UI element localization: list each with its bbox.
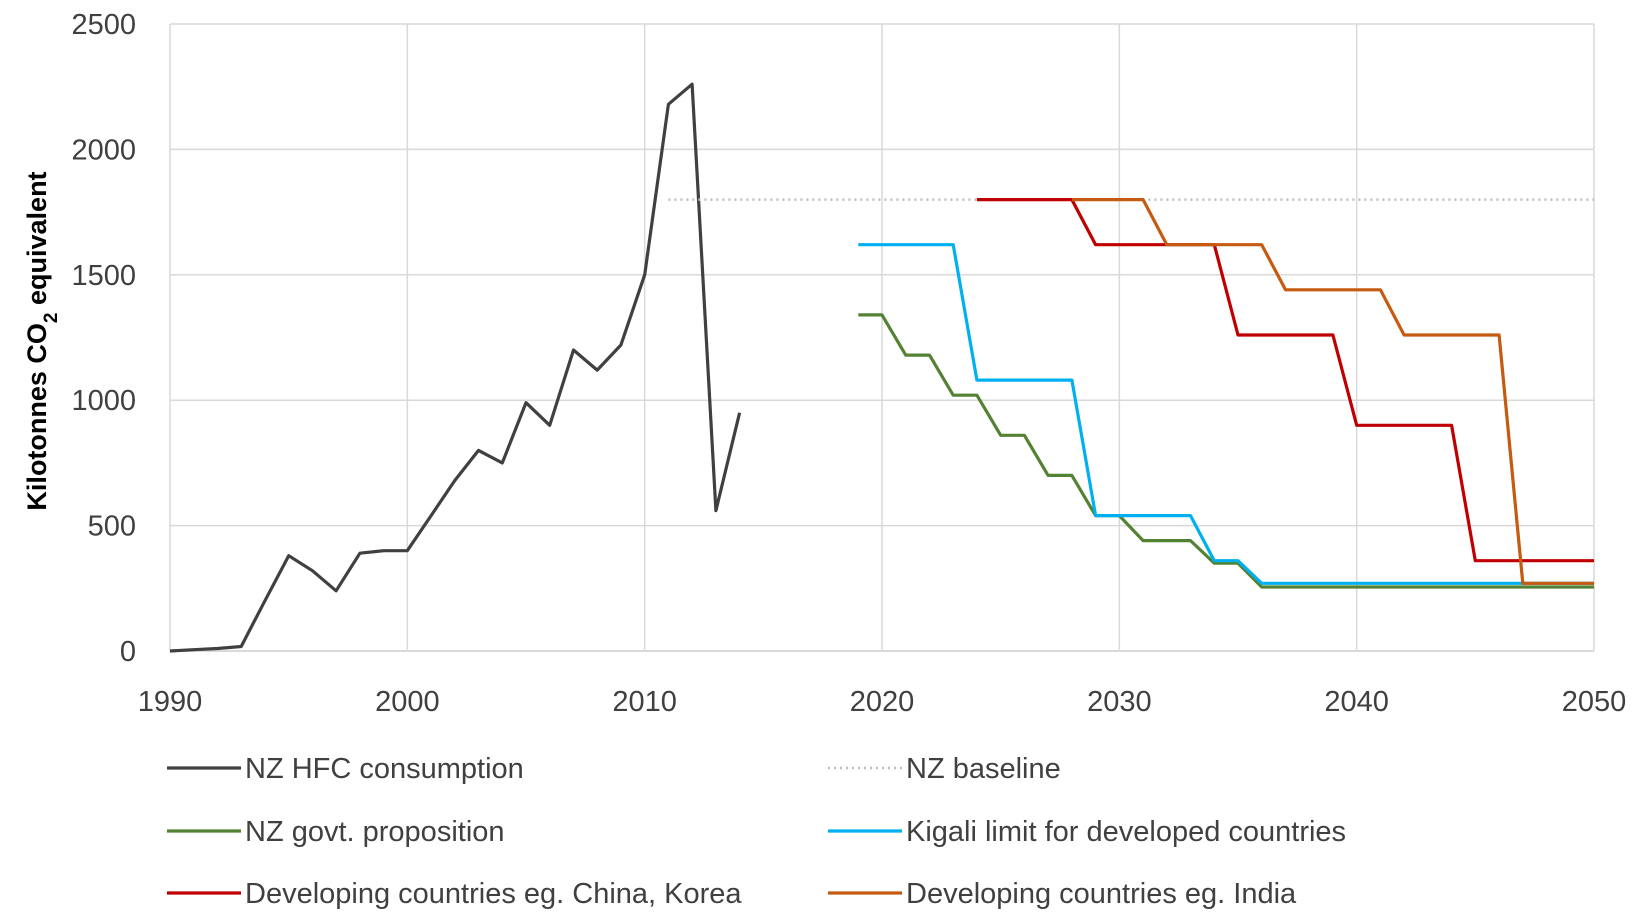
y-axis-tick-labels: 0 500 1000 1500 2000 2500: [71, 9, 136, 668]
y-tick-label: 2000: [71, 134, 136, 166]
series-lines: [169, 82, 1594, 653]
y-tick-label: 0: [120, 636, 136, 668]
grid-lines: [169, 23, 1595, 652]
legend-label: Kigali limit for developed countries: [906, 816, 1346, 848]
series-line-6: [1071, 198, 1594, 585]
x-tick-label: 2030: [1087, 686, 1152, 718]
legend-label: NZ baseline: [906, 753, 1061, 785]
series-line-1: [169, 82, 742, 653]
x-axis-tick-labels: 1990 2000 2010 2020 2030 2040 2050: [138, 686, 1627, 718]
legend-label: Developing countries eg. India: [906, 878, 1297, 910]
y-tick-label: 1000: [71, 385, 136, 417]
x-tick-label: 2000: [375, 686, 440, 718]
legend: NZ HFC consumption NZ baseline NZ govt. pr…: [167, 753, 1346, 910]
y-tick-label: 2500: [71, 9, 136, 41]
x-tick-label: 2050: [1562, 686, 1627, 718]
x-tick-label: 2040: [1324, 686, 1389, 718]
series-line-5: [976, 198, 1594, 563]
legend-label: Developing countries eg. China, Korea: [245, 878, 742, 910]
legend-label: NZ HFC consumption: [245, 753, 524, 785]
legend-label: NZ govt. proposition: [245, 816, 505, 848]
y-axis-title: Kilotonnes CO2 equivalent: [22, 171, 62, 510]
y-tick-label: 1500: [71, 260, 136, 292]
x-tick-label: 1990: [138, 686, 203, 718]
x-tick-label: 2020: [850, 686, 915, 718]
series-line-4: [858, 243, 1594, 585]
y-tick-label: 500: [88, 511, 136, 543]
series-line-3: [858, 313, 1594, 589]
x-tick-label: 2010: [612, 686, 677, 718]
